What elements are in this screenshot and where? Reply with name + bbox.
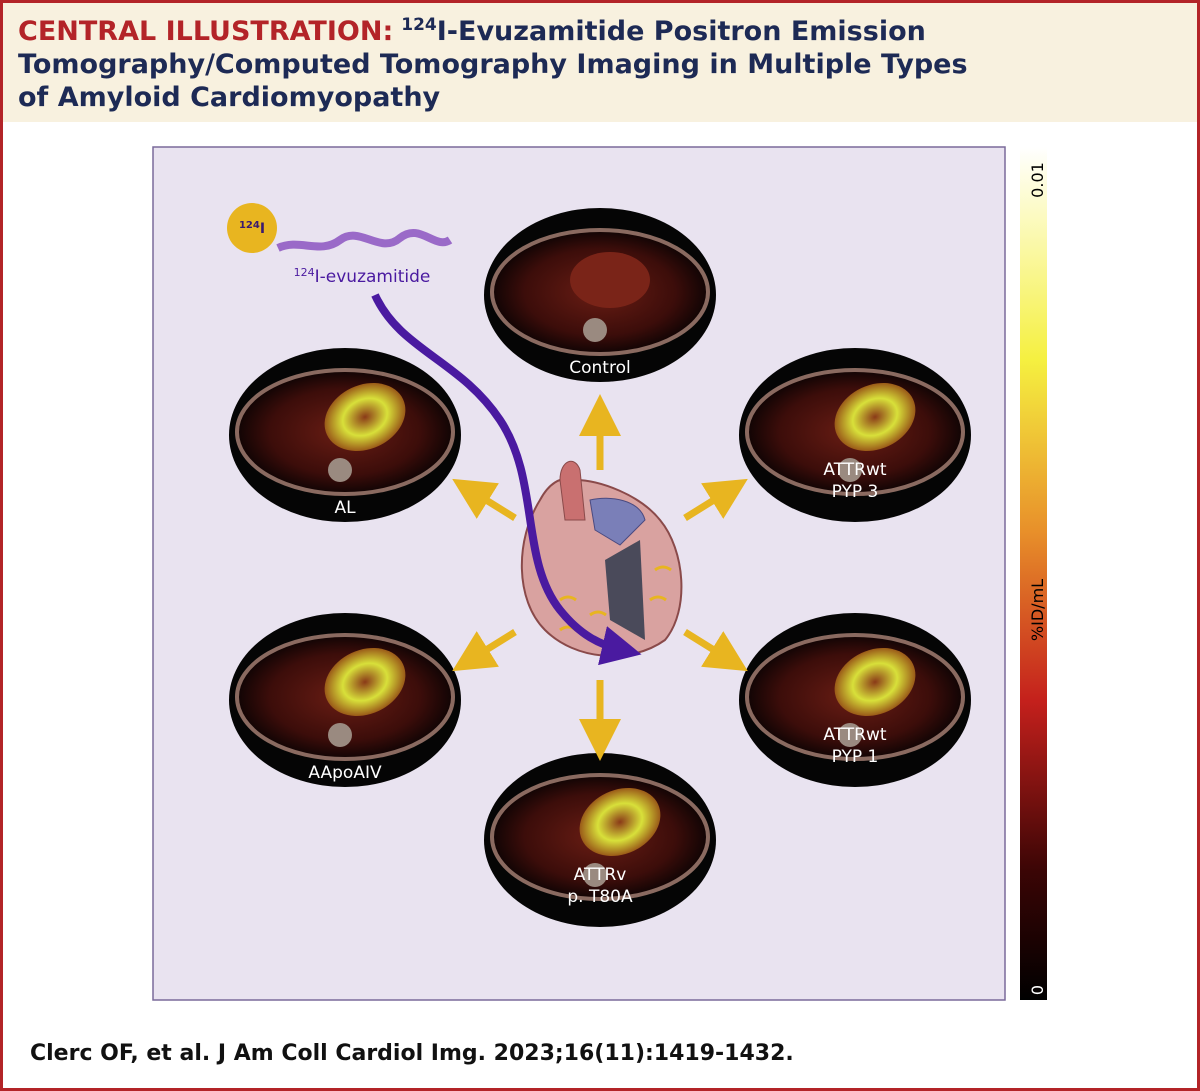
colorbar-unit: %ID/mL bbox=[1028, 579, 1047, 641]
scan-label: ATTRwt bbox=[823, 725, 886, 745]
badge-sup: 124 bbox=[239, 220, 260, 231]
title-line: I-Evuzamitide Positron Emission bbox=[437, 16, 926, 47]
arrow bbox=[452, 629, 517, 672]
header-band bbox=[3, 3, 1197, 122]
title-sup: 124 bbox=[401, 15, 437, 35]
spine bbox=[583, 318, 607, 342]
myocardium bbox=[834, 382, 916, 452]
amyloid-fibrils bbox=[559, 565, 672, 632]
scan-label: PYP 3 bbox=[832, 482, 879, 502]
myocardium bbox=[324, 647, 406, 717]
arrows bbox=[452, 394, 748, 761]
scan: AL bbox=[229, 348, 461, 522]
citation: Clerc OF, et al. J Am Coll Cardiol Img. … bbox=[30, 1041, 794, 1066]
spine bbox=[838, 723, 862, 747]
spine bbox=[328, 458, 352, 482]
tracer-sup: 124 bbox=[294, 266, 315, 279]
myocardium bbox=[579, 787, 661, 857]
colorbar-min: 0 bbox=[1028, 985, 1047, 995]
spine bbox=[838, 458, 862, 482]
spine bbox=[328, 723, 352, 747]
badge-main: I bbox=[260, 221, 265, 237]
scan-label: PYP 1 bbox=[832, 747, 879, 767]
colorbar-max: 0.01 bbox=[1028, 162, 1047, 198]
tracer-path bbox=[371, 293, 642, 666]
chamber bbox=[605, 540, 645, 640]
arrow bbox=[683, 629, 748, 672]
scan-label: p. T80A bbox=[567, 887, 633, 907]
tracer-label: 124I-evuzamitide bbox=[294, 266, 431, 287]
aorta bbox=[559, 460, 586, 521]
peptide bbox=[276, 228, 453, 252]
scan-label: AL bbox=[334, 498, 356, 518]
scan-label: ATTRwt bbox=[823, 460, 886, 480]
heart-region bbox=[570, 252, 650, 308]
scan-label: ATTRv bbox=[574, 865, 627, 885]
isotope-badge bbox=[227, 203, 277, 253]
myocardium bbox=[324, 382, 406, 452]
scan-label: AApoAIV bbox=[308, 763, 382, 783]
scan: AApoAIV bbox=[229, 613, 461, 787]
myocardium bbox=[834, 647, 916, 717]
title: CENTRAL ILLUSTRATION: 124I-Evuzamitide Po… bbox=[18, 15, 926, 47]
badge-text: 124I bbox=[239, 220, 265, 237]
title-line: of Amyloid Cardiomyopathy bbox=[18, 82, 441, 113]
scan: Control bbox=[484, 208, 716, 382]
title-line: Tomography/Computed Tomography Imaging i… bbox=[18, 49, 968, 80]
scan-label: Control bbox=[569, 358, 630, 378]
colorbar bbox=[1020, 147, 1047, 1000]
arrow bbox=[683, 478, 748, 521]
arrow bbox=[452, 478, 517, 521]
header-label: CENTRAL ILLUSTRATION: bbox=[18, 16, 393, 47]
vessel bbox=[589, 497, 646, 546]
tracer-main: I-evuzamitide bbox=[315, 267, 431, 287]
spine bbox=[583, 863, 607, 887]
